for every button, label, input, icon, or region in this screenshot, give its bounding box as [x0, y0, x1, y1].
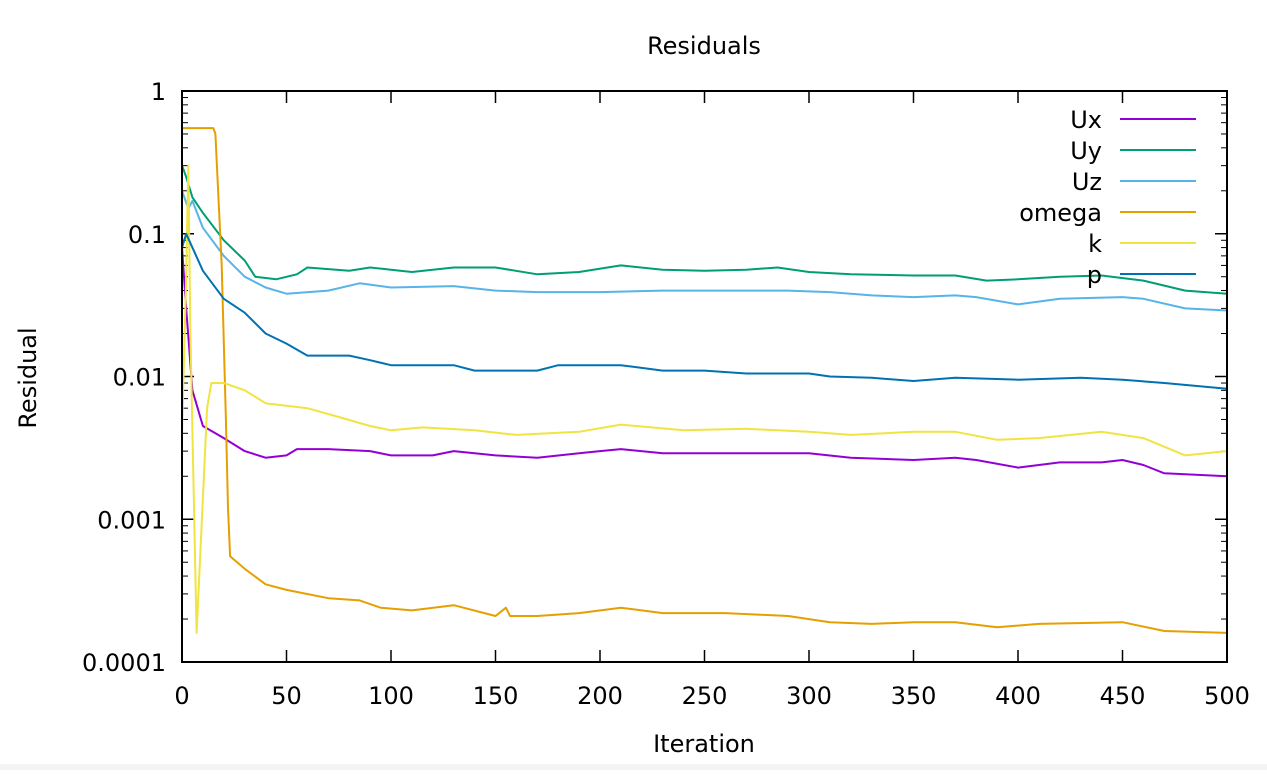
- x-tick-label: 500: [1204, 682, 1250, 710]
- y-tick-label: 0.1: [128, 221, 166, 249]
- series-line-p: [181, 232, 1228, 390]
- legend-label-Uz: Uz: [1072, 168, 1102, 196]
- x-tick-label: 0: [174, 682, 189, 710]
- bottom-strip: [0, 764, 1267, 770]
- x-tick-label: 200: [577, 682, 623, 710]
- series-line-omega: [182, 127, 1228, 634]
- y-tick-label: 0.01: [113, 364, 166, 392]
- x-tick-label: 350: [891, 682, 937, 710]
- series-line-Ux: [181, 247, 1228, 478]
- x-tick-label: 400: [995, 682, 1041, 710]
- x-tick-label: 150: [473, 682, 519, 710]
- legend-label-Uy: Uy: [1070, 137, 1102, 165]
- x-tick-label: 450: [1100, 682, 1146, 710]
- x-tick-label: 100: [368, 682, 414, 710]
- series-line-Uz: [181, 190, 1228, 312]
- y-axis-label: Residual: [14, 327, 42, 428]
- legend-label-k: k: [1088, 230, 1102, 258]
- series-layer: [181, 127, 1228, 634]
- x-tick-label: 50: [271, 682, 302, 710]
- series-line-Uy: [181, 165, 1228, 295]
- y-tick-label: 0.001: [97, 506, 166, 534]
- chart-title: Residuals: [647, 32, 761, 60]
- legend-label-omega: omega: [1019, 199, 1102, 227]
- legend-label-Ux: Ux: [1070, 106, 1102, 134]
- plot-frame: [181, 90, 1228, 663]
- x-tick-label: 300: [786, 682, 832, 710]
- x-axis-label: Iteration: [653, 730, 755, 758]
- x-tick-label: 250: [682, 682, 728, 710]
- series-line-k: [181, 164, 1228, 634]
- legend-label-p: p: [1087, 261, 1102, 289]
- y-tick-label: 1: [151, 78, 166, 106]
- y-tick-label: 0.0001: [82, 649, 166, 677]
- legend: Ux Uy Uz omega kp: [1019, 106, 1196, 289]
